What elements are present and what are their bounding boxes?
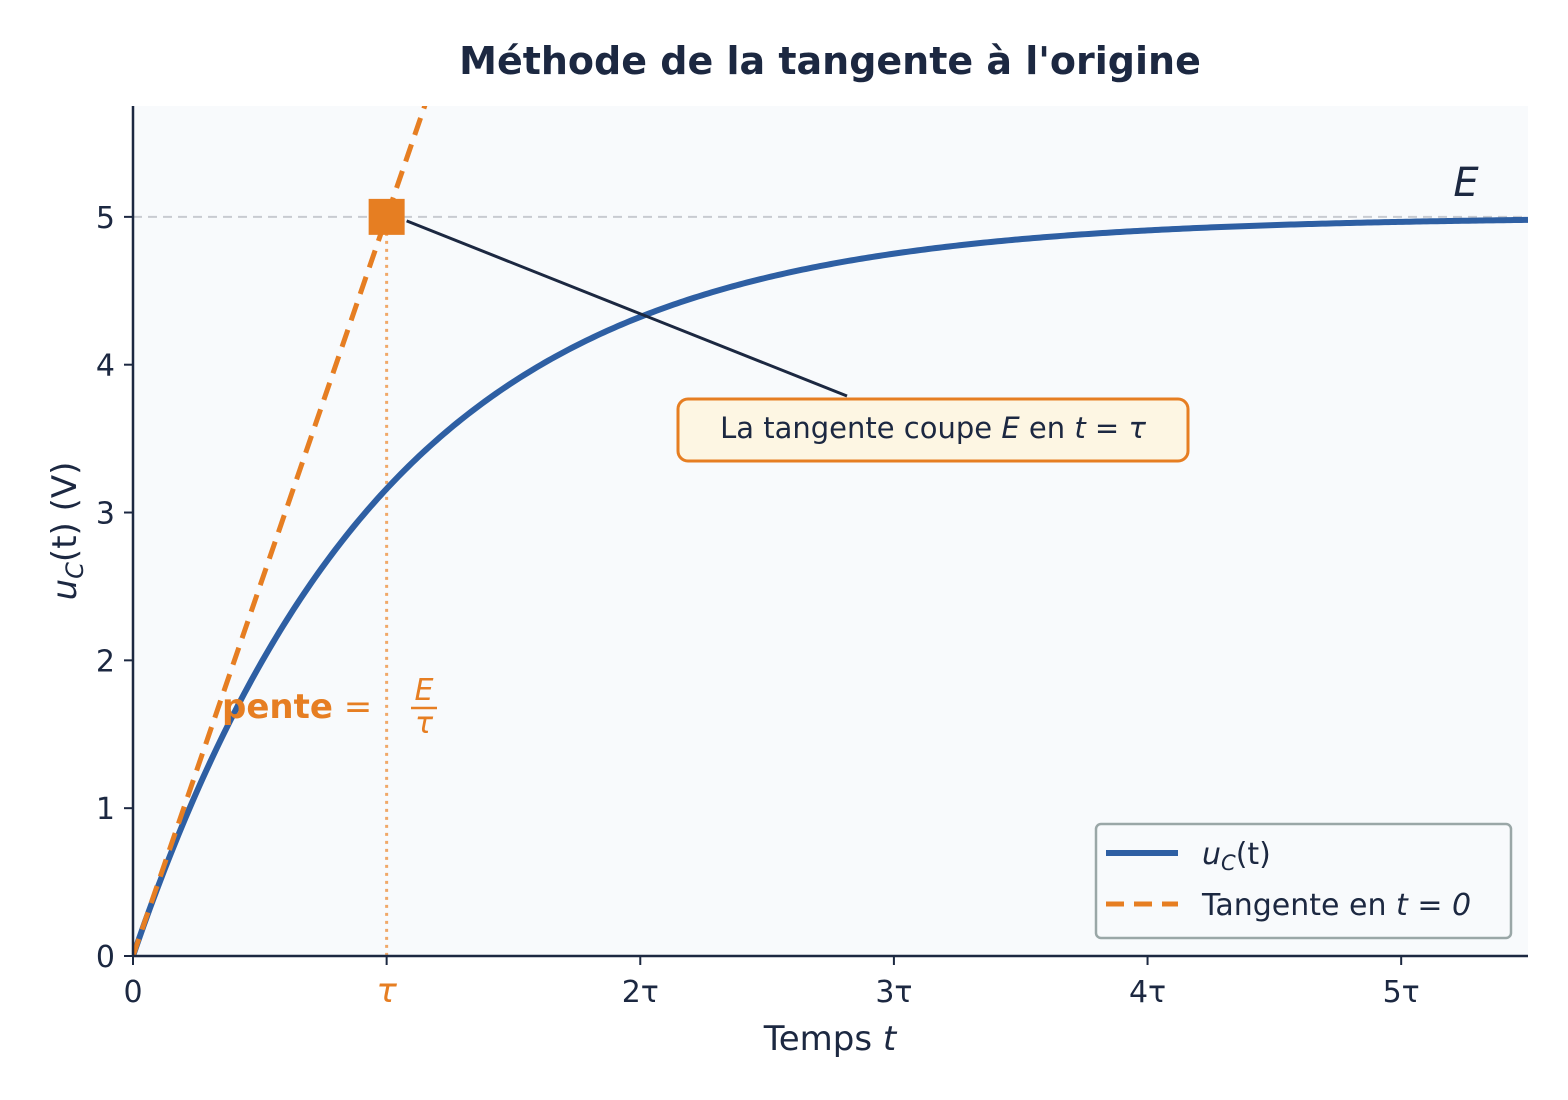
x-tick-label: 0 xyxy=(123,975,142,1010)
x-ticks: 0 τ 2τ 3τ 4τ 5τ xyxy=(123,956,1420,1011)
x-axis-label: Temps t xyxy=(763,1019,898,1059)
annotation-pre: La tangente coupe xyxy=(720,411,1001,445)
annotation-e: E xyxy=(1001,411,1020,445)
y-tick-label: 2 xyxy=(96,644,115,679)
slope-label: pente = E τ xyxy=(222,673,437,741)
y-axis-label: uC(t) (V) xyxy=(45,462,89,601)
legend-tangent-eq: t = 0 xyxy=(1396,888,1471,923)
annotation-arrow xyxy=(406,219,848,398)
legend-label-curve: uC(t) xyxy=(1202,837,1271,875)
slope-word: pente xyxy=(222,687,333,727)
y-axis-label-u: u xyxy=(45,579,85,601)
slope-denominator: τ xyxy=(415,706,434,741)
legend-curve-sub: C xyxy=(1221,851,1236,875)
slope-text: pente = xyxy=(222,687,372,727)
x-axis-label-text: Temps xyxy=(763,1019,883,1059)
annotation-text: La tangente coupe E en t = τ xyxy=(720,411,1146,445)
e-label: E xyxy=(1453,160,1479,206)
legend-curve-u: u xyxy=(1202,837,1221,872)
slope-eq: = xyxy=(333,687,372,727)
y-tick-label: 1 xyxy=(96,792,115,827)
tangent-line xyxy=(133,106,428,956)
curve-uc xyxy=(133,216,1528,956)
y-tick-label: 0 xyxy=(96,940,115,975)
x-tick-label: 2τ xyxy=(622,975,659,1010)
y-tick-label: 3 xyxy=(96,497,115,532)
legend-tangent-text: Tangente en xyxy=(1201,888,1396,923)
y-axis-label-rest: (t) (V) xyxy=(45,462,85,562)
legend: uC(t) Tangente en t = 0 xyxy=(1094,822,1513,940)
intersection-marker xyxy=(368,198,405,235)
legend-label-tangent: Tangente en t = 0 xyxy=(1201,888,1471,923)
x-tick-label: 4τ xyxy=(1129,975,1166,1010)
annotation-eq: t = τ xyxy=(1074,411,1146,445)
annotation-box xyxy=(676,397,1190,463)
slope-numerator: E xyxy=(415,673,434,708)
annotation: La tangente coupe E en t = τ xyxy=(676,397,1190,463)
y-tick-label: 5 xyxy=(96,201,115,236)
y-tick-label: 4 xyxy=(96,349,115,384)
x-tick-label: 5τ xyxy=(1383,975,1420,1010)
plot-area xyxy=(133,106,1528,956)
annotation-mid: en xyxy=(1020,411,1075,445)
x-axis-label-var: t xyxy=(883,1019,898,1059)
legend-curve-rest: (t) xyxy=(1236,837,1271,872)
x-tick-label: τ xyxy=(376,971,397,1011)
chart-title: Méthode de la tangente à l'origine xyxy=(459,39,1201,83)
y-axis-label-sub: C xyxy=(61,562,89,579)
x-tick-label: 3τ xyxy=(875,975,912,1010)
y-ticks: 0 1 2 3 4 5 xyxy=(96,201,133,975)
legend-box xyxy=(1094,822,1513,940)
